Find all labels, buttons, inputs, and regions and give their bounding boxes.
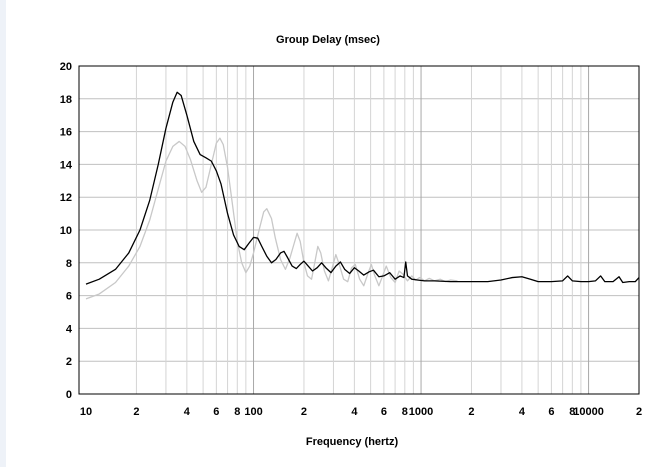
- y-tick-label: 0: [66, 389, 72, 401]
- x-tick-label: 100: [244, 406, 262, 418]
- y-tick-label: 4: [66, 323, 73, 335]
- x-tick-label: 6: [548, 406, 554, 418]
- y-tick-label: 16: [60, 127, 72, 139]
- x-tick-label: 10000: [573, 406, 604, 418]
- x-tick-label: 4: [184, 406, 191, 418]
- series-line: [85, 91, 640, 285]
- x-tick-label: 6: [381, 406, 387, 418]
- x-tick-label: 2: [636, 406, 642, 418]
- chart-title: Group Delay (msec): [276, 34, 380, 46]
- y-tick-label: 10: [60, 225, 72, 237]
- x-tick-label: 8: [234, 406, 240, 418]
- x-tick-label: 8: [402, 406, 408, 418]
- x-tick-label: 4: [351, 406, 358, 418]
- x-tick-label: 1000: [409, 406, 433, 418]
- y-tick-label: 2: [66, 356, 72, 368]
- group-delay-chart: Group Delay (msec) 0 2 4 6 8 10 12 14 16 18 20 10 2…: [60, 34, 642, 448]
- series-line: [85, 137, 458, 300]
- y-tick-label: 6: [66, 291, 72, 303]
- y-axis-ticks: 0 2 4 6 8 10 12 14 16 18 20: [60, 61, 73, 401]
- x-tick-label: 2: [301, 406, 307, 418]
- x-tick-label: 2: [133, 406, 139, 418]
- x-tick-label: 2: [468, 406, 474, 418]
- y-tick-label: 12: [60, 192, 72, 204]
- y-tick-label: 18: [60, 94, 72, 106]
- x-tick-label: 10: [80, 406, 92, 418]
- y-tick-label: 20: [60, 61, 72, 73]
- y-tick-label: 14: [60, 159, 73, 171]
- x-tick-label: 4: [519, 406, 526, 418]
- x-tick-label: 6: [213, 406, 219, 418]
- y-tick-label: 8: [66, 258, 72, 270]
- x-axis-label: Frequency (hertz): [306, 436, 399, 448]
- plot-frame: [78, 65, 640, 395]
- x-tick-label: 8: [569, 406, 575, 418]
- series-layer: [85, 91, 640, 300]
- grid-lines: [79, 66, 639, 394]
